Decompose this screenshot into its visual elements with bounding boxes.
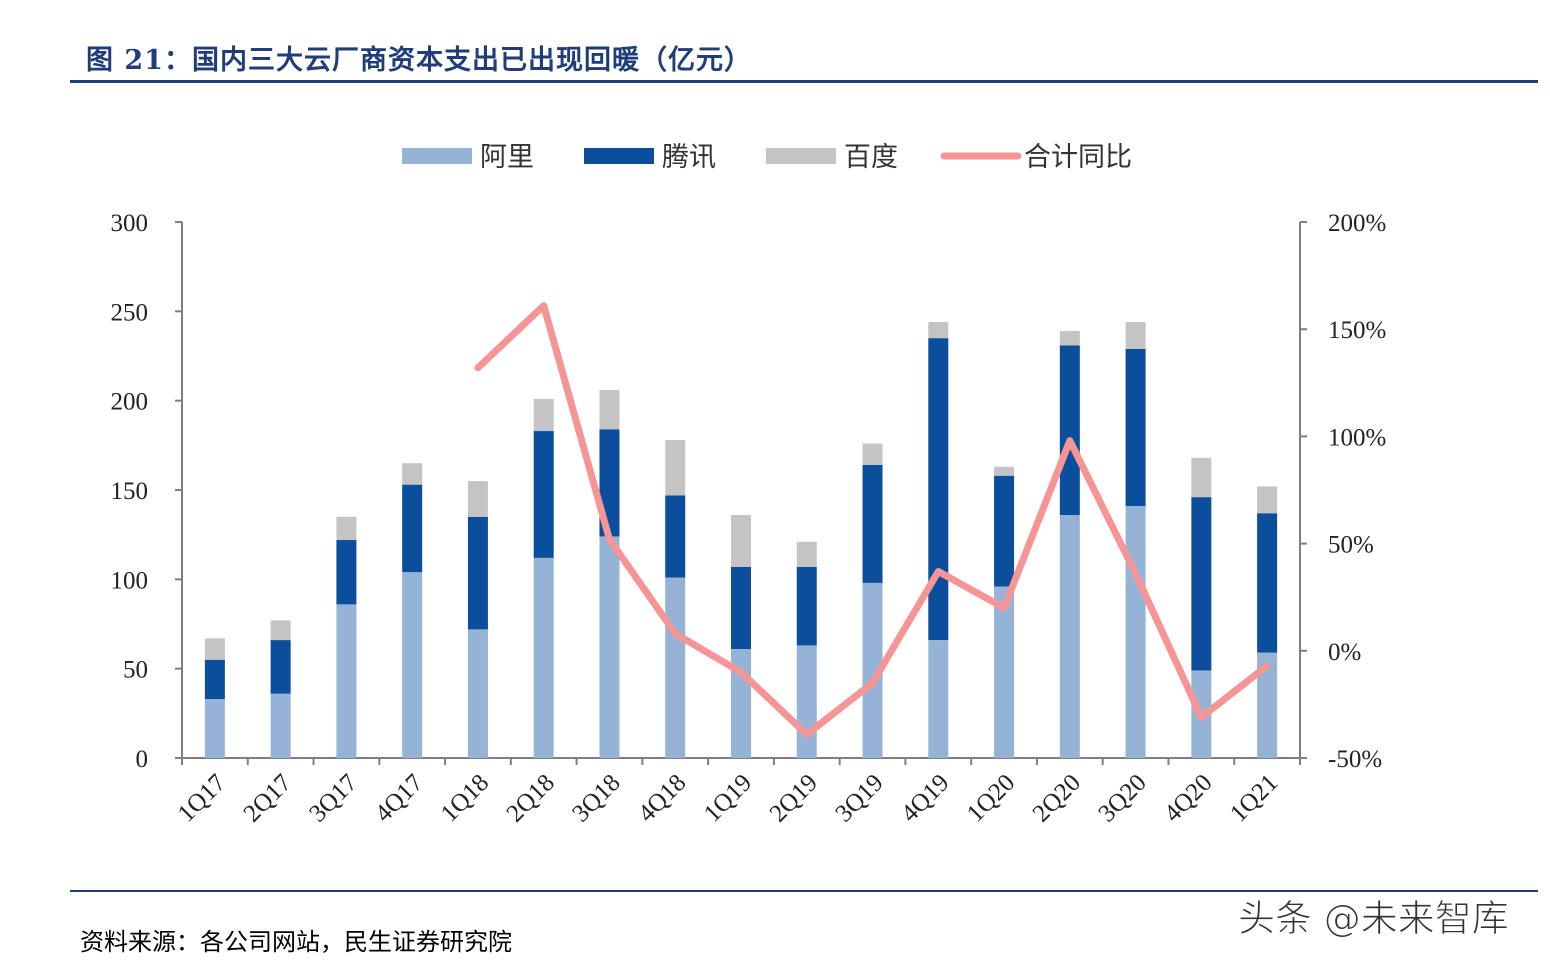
bar-alibaba: [270, 693, 291, 758]
y-tick-label-left: 100: [111, 567, 149, 594]
x-tick-label: 3Q18: [567, 769, 625, 827]
x-tick-label: 3Q19: [830, 769, 888, 827]
chart-bars: [204, 322, 1278, 758]
x-tick-label: 1Q18: [436, 769, 494, 827]
chart-legend: 阿里 腾讯 百度 合计同比: [402, 142, 1132, 173]
bar-tencent: [1059, 345, 1080, 516]
bar-tencent: [731, 566, 751, 650]
y-tick-label-left: 300: [111, 210, 149, 237]
bar-tencent: [1125, 348, 1146, 507]
y-tick-label-left: 150: [111, 478, 149, 505]
y-tick-label-right: 200%: [1328, 210, 1386, 237]
footer-rule: [70, 890, 1538, 892]
x-tick-label: 4Q17: [370, 769, 428, 827]
bar-alibaba: [1059, 515, 1080, 758]
x-tick-label: 1Q21: [1225, 769, 1283, 827]
bar-tencent: [994, 475, 1015, 587]
bar-baidu: [731, 515, 751, 567]
legend-tencent-label: 腾讯: [662, 142, 716, 173]
bar-tencent: [533, 431, 554, 558]
bar-alibaba: [533, 557, 554, 758]
bar-baidu: [336, 516, 357, 541]
bar-alibaba: [928, 640, 949, 758]
bar-tencent: [928, 338, 949, 641]
x-tick-label: 4Q20: [1159, 769, 1217, 827]
bar-baidu: [665, 439, 686, 496]
bar-alibaba: [1257, 652, 1278, 758]
legend-baidu-label: 百度: [844, 142, 898, 173]
y-tick-label-left: 50: [123, 657, 148, 684]
y-tick-label-left: 250: [111, 299, 149, 326]
bar-alibaba: [665, 577, 686, 758]
bar-alibaba: [204, 699, 225, 758]
bar-baidu: [1191, 457, 1212, 498]
y-tick-label-right: 150%: [1328, 317, 1386, 344]
bar-baidu: [1125, 322, 1146, 349]
bar-alibaba: [599, 536, 620, 758]
bar-baidu: [1059, 330, 1080, 346]
legend-tencent-swatch: [584, 148, 654, 164]
y-tick-label-right: 0%: [1328, 639, 1361, 666]
x-tick-label: 3Q20: [1093, 769, 1151, 827]
legend-yoy-label: 合计同比: [1024, 142, 1132, 173]
y-tick-label-left: 0: [136, 746, 149, 773]
bar-baidu: [994, 466, 1015, 476]
x-tick-label: 1Q20: [962, 769, 1020, 827]
y-tick-label-right: -50%: [1328, 746, 1382, 773]
bar-alibaba: [402, 572, 423, 758]
bar-tencent: [204, 659, 225, 700]
bar-tencent: [467, 516, 488, 630]
x-tick-label: 2Q17: [239, 769, 297, 827]
x-tick-label: 2Q20: [1028, 769, 1086, 827]
bar-baidu: [467, 481, 488, 517]
bar-tencent: [1191, 497, 1212, 671]
y-tick-label-right: 100%: [1328, 424, 1386, 451]
y-tick-label-left: 200: [111, 389, 149, 416]
bar-tencent: [336, 540, 357, 605]
bar-baidu: [204, 638, 225, 660]
bar-baidu: [599, 389, 620, 430]
bar-baidu: [928, 322, 949, 339]
legend-alibaba-label: 阿里: [480, 142, 534, 173]
bar-alibaba: [467, 629, 488, 758]
bar-baidu: [270, 620, 291, 641]
x-tick-label: 1Q19: [699, 769, 757, 827]
chart-axes: 0 50 100 150 200 250 300 -50% 0% 50% 100% 150% 200%: [111, 210, 1387, 773]
x-tick-label: 2Q19: [765, 769, 823, 827]
x-tick-label: 1Q17: [173, 769, 231, 827]
x-tick-label: 3Q17: [304, 769, 362, 827]
x-tick-label: 4Q18: [633, 769, 691, 827]
y-tick-label-right: 50%: [1328, 532, 1374, 559]
bar-tencent: [796, 566, 817, 646]
bar-tencent: [402, 484, 423, 573]
bar-tencent: [1257, 513, 1278, 653]
legend-baidu-swatch: [766, 148, 836, 164]
watermark: 头条 @未来智库: [1238, 897, 1510, 941]
chart-yoy-line: [474, 302, 1271, 738]
title-rule: [70, 80, 1538, 83]
bar-tencent: [862, 464, 883, 583]
bar-tencent: [270, 640, 291, 694]
bar-alibaba: [796, 645, 817, 758]
bar-baidu: [1257, 486, 1278, 514]
bar-baidu: [402, 463, 423, 485]
bar-alibaba: [994, 586, 1015, 758]
x-tick-label: 2Q18: [502, 769, 560, 827]
bar-baidu: [862, 443, 883, 465]
bar-tencent: [665, 495, 686, 578]
chart-x-labels: 1Q17 2Q17 3Q17 4Q17 1Q18 2Q18 3Q18 4Q18 1Q19 2Q19…: [173, 769, 1284, 827]
bar-alibaba: [1125, 506, 1146, 758]
x-tick-label: 4Q19: [896, 769, 954, 827]
source-note: 资料来源：各公司网站，民生证券研究院: [80, 928, 512, 956]
bar-baidu: [796, 541, 817, 567]
bar-alibaba: [336, 604, 357, 758]
figure-title: 图 21：国内三大云厂商资本支出已出现回暖（亿元）: [86, 45, 752, 76]
legend-alibaba-swatch: [402, 148, 472, 164]
bar-alibaba: [862, 582, 883, 758]
bar-baidu: [533, 398, 554, 432]
